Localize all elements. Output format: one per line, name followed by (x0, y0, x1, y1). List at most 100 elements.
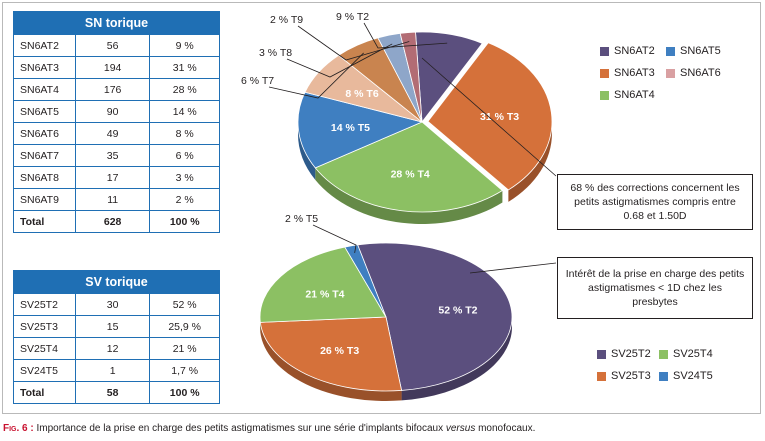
legend-label: SV25T2 (611, 348, 651, 360)
pie-slice (314, 121, 504, 213)
leader-line (286, 43, 393, 78)
sn-table-title: SN torique (13, 11, 220, 35)
note-pointer-line (421, 57, 557, 177)
caption-text-after: monofocaux. (475, 423, 536, 434)
legend-swatch (659, 371, 668, 381)
legend-item: SV25T2 (597, 348, 651, 360)
row-label: SN6AT3 (13, 56, 76, 79)
slice-data-label: 2 % T5 (285, 213, 318, 225)
slice-data-label: 31 % T3 (480, 111, 519, 123)
legend-swatch (597, 349, 606, 359)
total-count: 628 (74, 210, 151, 233)
slice-data-label: 14 % T5 (331, 122, 370, 134)
table-total-row: Total 628 100 % (13, 210, 220, 233)
legend-swatch (600, 68, 609, 78)
table-row: SN6AT3 194 31 % (13, 56, 220, 79)
note-box-top: 68 % des corrections concernent les peti… (557, 174, 753, 230)
row-label: SN6AT2 (13, 34, 76, 57)
legend-item: SN6AT5 (666, 45, 721, 57)
note-pointer-line (469, 262, 557, 274)
pie-slice (297, 91, 424, 169)
table-row: SN6AT9 11 2 % (13, 188, 220, 211)
legend-swatch (600, 46, 609, 56)
pie-chart-1: 9 % T2 31 % T3 28 % T4 14 % T5 8 % T6 6 % T7 3… (241, 11, 557, 224)
figure-caption: Fig. 6 : Importance de la prise en charg… (3, 423, 535, 434)
row-label: SN6AT9 (13, 188, 76, 211)
slice-data-label: 2 % T9 (270, 14, 303, 26)
slice-data-label: 28 % T4 (391, 168, 430, 180)
legend-label: SV25T3 (611, 370, 651, 382)
caption-emphasis: versus (445, 423, 476, 434)
slice-data-label: 3 % T8 (259, 47, 292, 59)
pie-slice-side (298, 122, 316, 180)
figure-frame (2, 2, 761, 414)
row-percent: 31 % (149, 56, 220, 79)
legend-item: SV25T3 (597, 370, 651, 382)
table-row: SN6AT6 49 8 % (13, 122, 220, 145)
legend-swatch (666, 68, 675, 78)
legend-item: SN6AT2 (600, 45, 655, 57)
table-row: SN6AT2 56 9 % (13, 34, 220, 57)
row-percent: 1,7 % (149, 359, 220, 382)
table-row: SV25T4 12 21 % (13, 337, 220, 360)
total-count: 58 (74, 381, 151, 404)
slice-data-label: 26 % T3 (320, 345, 359, 357)
legend-label: SN6AT4 (614, 89, 655, 101)
row-percent: 9 % (149, 34, 220, 57)
pie-slice (427, 42, 553, 191)
legend-swatch (659, 349, 668, 359)
table-row: SN6AT7 35 6 % (13, 144, 220, 167)
row-label: SN6AT8 (13, 166, 76, 189)
legend-item: SN6AT4 (600, 89, 655, 101)
pie-slice (344, 244, 387, 318)
pie-slice (259, 246, 387, 323)
table-row: SN6AT4 176 28 % (13, 78, 220, 101)
slice-data-label: 9 % T2 (336, 11, 369, 23)
row-percent: 3 % (149, 166, 220, 189)
legend-label: SN6AT3 (614, 67, 655, 79)
slice-data-label: 6 % T7 (241, 75, 274, 87)
legend-item: SV24T5 (659, 370, 713, 382)
pie-slice-side (260, 322, 402, 401)
legend-item: SN6AT3 (600, 67, 655, 79)
table-row: SV25T3 15 25,9 % (13, 315, 220, 338)
legend-label: SV24T5 (673, 370, 713, 382)
pie-slice (357, 242, 513, 391)
pie-slice (399, 31, 423, 123)
leader-line (312, 224, 357, 254)
table-row: SN6AT8 17 3 % (13, 166, 220, 189)
slice-data-label: 8 % T6 (345, 88, 378, 100)
total-percent: 100 % (149, 381, 220, 404)
pie-slice (259, 316, 403, 392)
leader-line (363, 22, 448, 49)
note-bottom-text: Intérêt de la prise en charge des petits… (565, 268, 745, 308)
legend-swatch (597, 371, 606, 381)
row-label: SN6AT7 (13, 144, 76, 167)
pie-chart-2: 52 % T2 26 % T3 21 % T4 2 % T5 (259, 213, 557, 401)
total-label: Total (13, 210, 76, 233)
legend-label: SN6AT2 (614, 45, 655, 57)
table-total-row: Total 58 100 % (13, 381, 220, 404)
sv-table-title: SV torique (13, 270, 220, 294)
legend-label: SV25T4 (673, 348, 713, 360)
pie-slice-side (508, 121, 552, 202)
row-percent: 25,9 % (149, 315, 220, 338)
caption-text-before: Importance de la prise en charge des pet… (33, 423, 446, 434)
pie-slice-side (315, 167, 503, 224)
caption-fig-label: Fig. 6 : (3, 423, 34, 434)
legend-label: SN6AT6 (680, 67, 721, 79)
slice-data-label: 21 % T4 (305, 288, 344, 300)
row-label: SV25T2 (13, 293, 76, 316)
total-percent: 100 % (149, 210, 220, 233)
sn-toric-table: SN torique SN6AT2 56 9 % SN6AT3 194 31 % SN6AT… (13, 11, 220, 233)
legend-item: SN6AT6 (666, 67, 721, 79)
legend-label: SN6AT5 (680, 45, 721, 57)
slice-data-label: 52 % T2 (438, 305, 477, 317)
note-box-bottom: Intérêt de la prise en charge des petits… (557, 257, 753, 319)
note-top-text: 68 % des corrections concernent les peti… (570, 182, 740, 222)
row-percent: 2 % (149, 188, 220, 211)
leader-line (297, 25, 410, 61)
sv-toric-table: SV torique SV25T2 30 52 % SV25T3 15 25,9 % SV2… (13, 270, 220, 404)
leader-line (268, 52, 364, 99)
legend-item: SV25T4 (659, 348, 713, 360)
